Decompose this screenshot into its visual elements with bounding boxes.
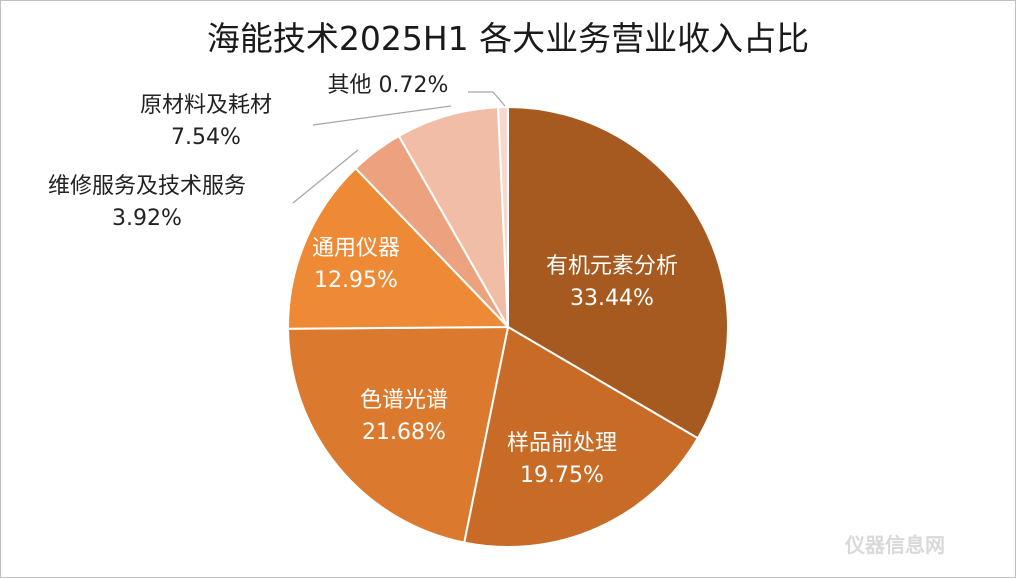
slice-label-6: 原材料及耗材 7.54% (140, 93, 272, 150)
pie-slice-3 (287, 325, 510, 544)
slice-label-7: 其他 0.72% (328, 73, 449, 98)
slice-label-2: 样品前处理 19.75% (507, 431, 617, 488)
pie-slice-7 (497, 105, 509, 328)
pie-slice-1 (507, 105, 729, 440)
slice-label-1: 有机元素分析 33.44% (546, 254, 678, 311)
slice-labels: 有机元素分析 33.44% 样品前处理 19.75% 色谱光谱 21.68% 通用仪器 12.… (48, 73, 678, 488)
pie-slice-4 (287, 166, 511, 330)
leader-line-7 (468, 91, 506, 107)
pie-slice-2 (463, 325, 700, 548)
slice-label-4: 通用仪器 12.95% (312, 236, 400, 293)
slice-label-5: 维修服务及技术服务 3.92% (48, 174, 246, 231)
pie-slices (287, 105, 729, 548)
pie-slice-6 (397, 106, 509, 328)
watermark: 仪器信息网 (844, 533, 945, 557)
leader-lines (292, 91, 506, 204)
chart-title: 海能技术2025H1 各大业务营业收入占比 (207, 19, 809, 58)
leader-line-5 (292, 149, 359, 204)
slice-label-3: 色谱光谱 21.68% (360, 388, 448, 445)
leader-line-6 (312, 105, 452, 126)
